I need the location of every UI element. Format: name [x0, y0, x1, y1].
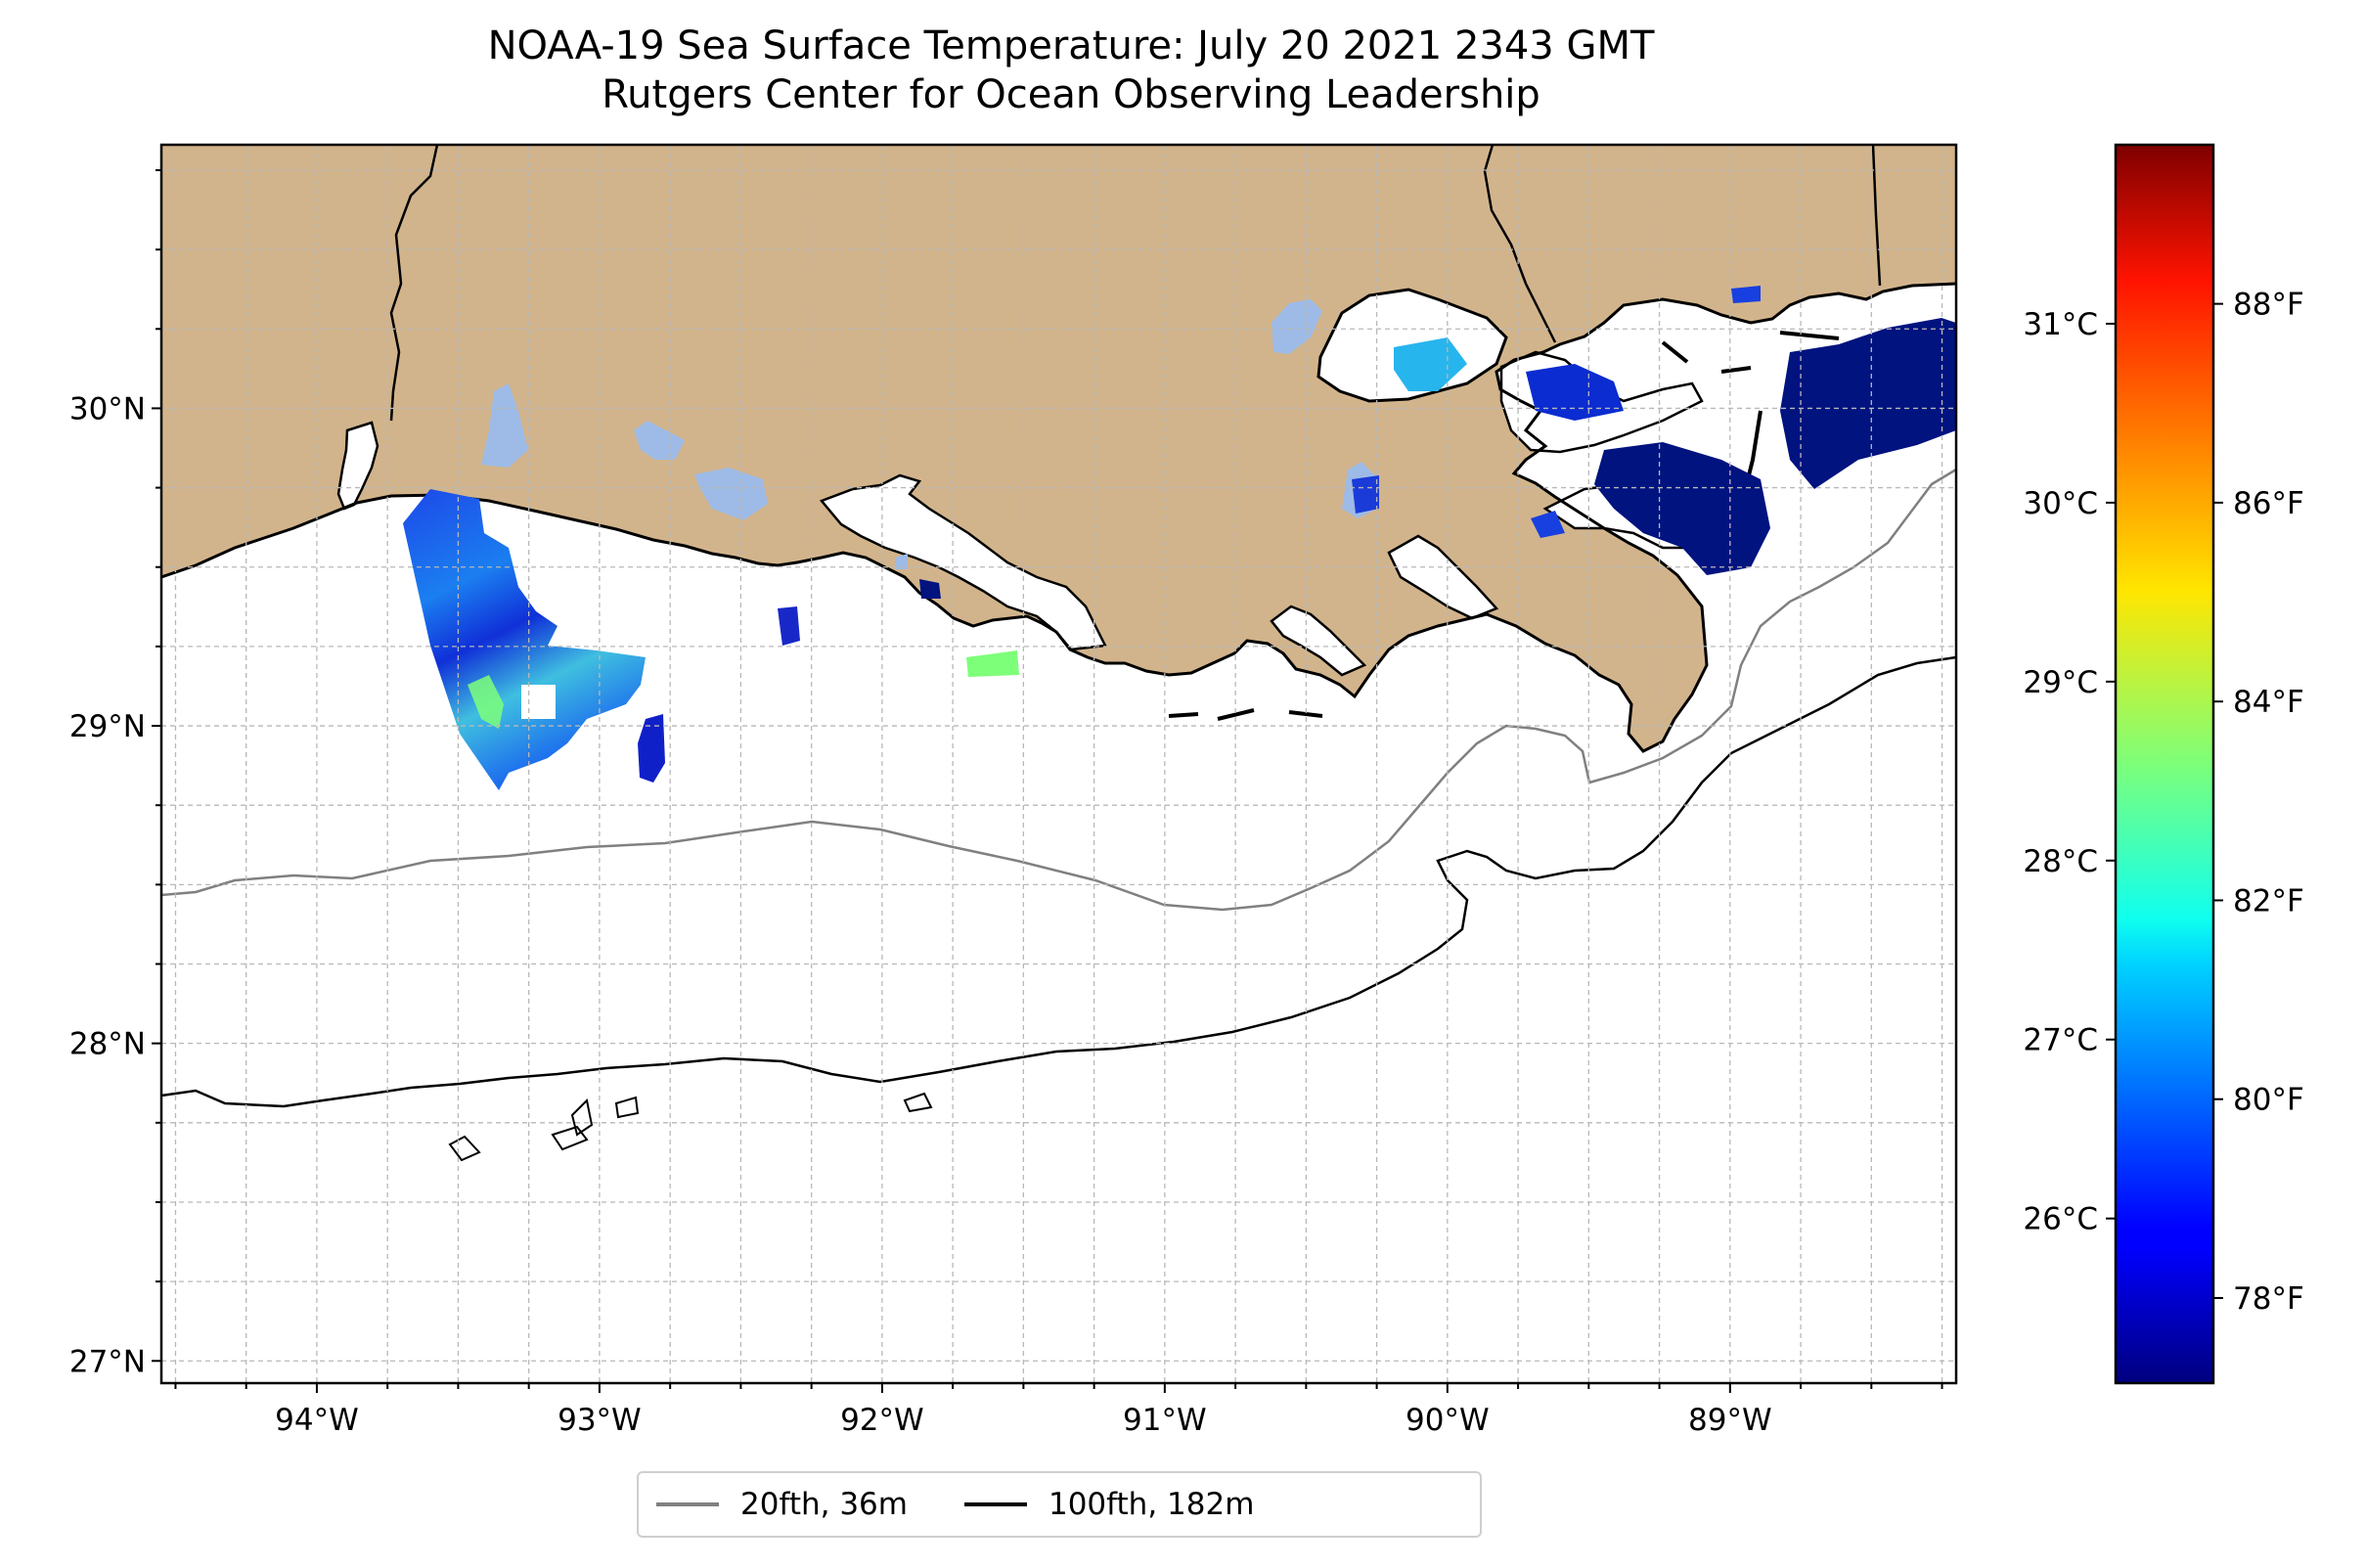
barrier-island [1217, 708, 1255, 721]
gridlines [161, 145, 1956, 1383]
legend-label-20fth: 20fth, 36m [740, 1487, 908, 1522]
barrier-island [1661, 340, 1689, 364]
barrier-island [1779, 331, 1840, 340]
sst-gap [521, 685, 556, 719]
chart-title: NOAA-19 Sea Surface Temperature: July 20… [0, 22, 2142, 119]
lon-tick-label: 91°W [1123, 1403, 1207, 1438]
colorbar-c-label: 30°C [2023, 486, 2098, 521]
legend-item-20fth: 20fth, 36m [639, 1487, 908, 1522]
legend-item-100fth: 100fth, 182m [947, 1487, 1254, 1522]
inland-lake [895, 554, 908, 569]
lon-tick-label: 94°W [275, 1403, 359, 1438]
inland-lake [481, 383, 528, 468]
lat-tick-label: 28°N [69, 1027, 146, 1062]
colorbar-f-label: 88°F [2233, 288, 2304, 323]
colorbar-fahrenheit-axis: 78°F 80°F 82°F 84°F 86°F 88°F [2213, 288, 2304, 1317]
sst-patch [1780, 318, 1956, 489]
sst-swath [403, 489, 646, 790]
inland-lake [1272, 299, 1322, 354]
isobath-contour [614, 1096, 640, 1119]
land-mass [161, 145, 1956, 751]
title-line-2: Rutgers Center for Ocean Observing Leade… [602, 72, 1540, 117]
colorbar-c-label: 26°C [2023, 1202, 2098, 1237]
colorbar-celsius-axis: 26°C 27°C 28°C 29°C 30°C 31°C [2023, 307, 2116, 1237]
state-border [389, 145, 439, 422]
colorbar-c-label: 31°C [2023, 307, 2098, 342]
inland-lake [634, 421, 685, 460]
sst-patch [1731, 286, 1761, 303]
colorbar-f-label: 80°F [2233, 1083, 2304, 1118]
colorbar-c-label: 27°C [2023, 1023, 2098, 1058]
sst-patch [1394, 337, 1467, 391]
sst-patch [966, 650, 1019, 677]
lon-tick-label: 90°W [1406, 1403, 1490, 1438]
sst-patch [1531, 511, 1565, 538]
lat-tick-label: 29°N [69, 709, 146, 744]
isobath-contour [903, 1092, 933, 1113]
legend-label-100fth: 100fth, 182m [1048, 1487, 1255, 1522]
barataria-bay [1387, 534, 1499, 620]
inland-lake [694, 468, 768, 520]
colorbar-f-label: 84°F [2233, 685, 2304, 720]
title-line-1: NOAA-19 Sea Surface Temperature: July 20… [487, 23, 1655, 68]
lat-tick-label: 30°N [69, 391, 146, 426]
sst-patch [1594, 442, 1770, 575]
colorbar-c-label: 29°C [2023, 665, 2098, 700]
legend-swatch-black [963, 1502, 1027, 1506]
barrier-island [1168, 712, 1199, 718]
terrebonne-bay [1270, 605, 1367, 677]
colorbar-f-label: 86°F [2233, 486, 2304, 521]
sst-patch [1352, 475, 1379, 514]
map-layers [161, 145, 1956, 1162]
lon-tick-label: 92°W [840, 1403, 924, 1438]
barrier-island [1288, 710, 1323, 718]
longitude-axis: 94°W 93°W 92°W 91°W 90°W 89°W [174, 1383, 1943, 1438]
map-frame [159, 143, 1958, 1385]
isobath-100fth [161, 655, 1956, 1108]
colorbar-f-label: 82°F [2233, 883, 2304, 918]
sst-patch [778, 606, 800, 646]
sst-warm-patch [468, 675, 504, 729]
state-border [1483, 145, 1557, 343]
sst-patch [638, 714, 665, 783]
sst-patch [919, 579, 941, 599]
coastline [161, 282, 1956, 753]
isobath-20fth [161, 468, 1956, 912]
isobath-contour [448, 1135, 481, 1162]
lat-tick-label: 27°N [69, 1344, 146, 1379]
legend-swatch-gray [656, 1502, 719, 1506]
lon-tick-label: 89°W [1688, 1403, 1772, 1438]
lon-tick-label: 93°W [558, 1403, 642, 1438]
sst-patch [1526, 364, 1624, 421]
legend: 20fth, 36m 100fth, 182m [637, 1471, 1482, 1538]
latitude-axis: 27°N 28°N 29°N 30°N [69, 168, 161, 1379]
state-border [1871, 145, 1882, 287]
isobath-contour [551, 1125, 589, 1151]
colorbar [2114, 143, 2215, 1385]
colorbar-f-label: 78°F [2233, 1281, 2304, 1317]
vermilion-bay [819, 473, 1107, 651]
barrier-island [1720, 366, 1752, 374]
colorbar-c-label: 28°C [2023, 844, 2098, 879]
